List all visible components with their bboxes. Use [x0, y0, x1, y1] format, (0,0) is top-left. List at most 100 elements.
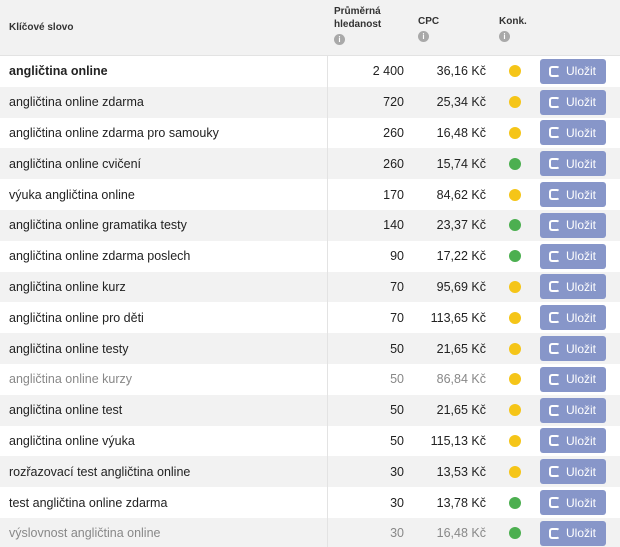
competition-cell — [490, 342, 540, 355]
competition-cell — [490, 311, 540, 324]
save-button[interactable]: Uložit — [540, 151, 606, 177]
competition-cell — [490, 496, 540, 509]
action-cell: Uložit — [540, 428, 620, 454]
competition-cell — [490, 126, 540, 139]
competition-cell — [490, 96, 540, 109]
competition-cell — [490, 465, 540, 478]
action-cell: Uložit — [540, 336, 620, 362]
competition-indicator — [509, 373, 521, 386]
action-cell: Uložit — [540, 366, 620, 392]
table-row: angličtina online výuka 50 115,13 Kč Uložit — [0, 425, 620, 457]
table-row: angličtina online zdarma poslech 90 17,22 … — [0, 240, 620, 272]
action-cell: Uložit — [540, 490, 620, 516]
save-button[interactable]: Uložit — [540, 490, 606, 516]
competition-cell — [490, 219, 540, 232]
save-icon — [549, 404, 560, 416]
volume-cell: 50 — [390, 372, 404, 387]
save-icon — [549, 466, 560, 478]
table-row: angličtina online kurz 70 95,69 Kč Uložit — [0, 271, 620, 303]
table-row: angličtina online gramatika testy 140 23,3… — [0, 209, 620, 241]
cpc-cell: 25,34 Kč — [436, 95, 486, 110]
competition-indicator — [509, 404, 521, 417]
info-icon[interactable]: i — [499, 31, 510, 42]
volume-cell: 2 400 — [372, 64, 404, 79]
save-button[interactable]: Uložit — [540, 428, 606, 454]
save-button[interactable]: Uložit — [540, 520, 606, 546]
save-icon — [549, 435, 560, 447]
save-button[interactable]: Uložit — [540, 212, 606, 238]
competition-cell — [490, 157, 540, 170]
competition-cell — [490, 434, 540, 447]
table-row: test angličtina online zdarma 30 13,78 Kč U… — [0, 487, 620, 518]
competition-cell — [490, 527, 540, 540]
header-volume-label-1: Průměrná — [334, 6, 381, 17]
info-icon[interactable]: i — [418, 31, 429, 42]
keyword-cell: angličtina online zdarma pro samouky — [0, 117, 328, 149]
cpc-cell: 15,74 Kč — [436, 156, 486, 171]
action-cell: Uložit — [540, 243, 620, 269]
cpc-cell: 13,78 Kč — [436, 495, 486, 510]
save-button[interactable]: Uložit — [540, 58, 606, 84]
save-icon — [549, 312, 560, 324]
table-row: výuka angličtina online 170 84,62 Kč Uložit — [0, 179, 620, 210]
cpc-cell: 16,48 Kč — [436, 125, 486, 140]
save-button[interactable]: Uložit — [540, 243, 606, 269]
keyword-cell: test angličtina online zdarma — [0, 487, 328, 518]
competition-indicator — [509, 465, 521, 478]
action-cell: Uložit — [540, 182, 620, 208]
cpc-cell: 86,84 Kč — [436, 372, 486, 387]
action-cell: Uložit — [540, 89, 620, 115]
competition-indicator — [509, 250, 521, 263]
header-cpc-label: CPC — [418, 16, 440, 27]
save-button[interactable]: Uložit — [540, 305, 606, 331]
cpc-cell: 21,65 Kč — [436, 403, 486, 418]
volume-cell: 720 — [383, 95, 404, 110]
table-row: angličtina online 2 400 36,16 Kč Uložit — [0, 56, 620, 87]
save-button-label: Uložit — [566, 125, 597, 140]
volume-cell: 30 — [390, 464, 404, 479]
competition-cell — [490, 250, 540, 263]
action-cell: Uložit — [540, 120, 620, 146]
table-row: angličtina online pro děti 70 113,65 Kč Ulo… — [0, 302, 620, 334]
keyword-cell: výuka angličtina online — [0, 179, 328, 210]
action-cell: Uložit — [540, 520, 620, 546]
keyword-cell: rozřazovací test angličtina online — [0, 456, 328, 488]
volume-cell: 260 — [383, 156, 404, 171]
keyword-cell: angličtina online kurz — [0, 271, 328, 303]
keyword-cell: angličtina online kurzy — [0, 363, 328, 395]
save-button[interactable]: Uložit — [540, 397, 606, 423]
cpc-cell: 84,62 Kč — [436, 187, 486, 202]
save-button-label: Uložit — [566, 433, 597, 448]
action-cell: Uložit — [540, 58, 620, 84]
keyword-cell: angličtina online test — [0, 394, 328, 426]
header-cpc: CPC i — [408, 0, 490, 55]
competition-cell — [490, 188, 540, 201]
save-button[interactable]: Uložit — [540, 274, 606, 300]
competition-indicator — [509, 188, 521, 201]
save-button-label: Uložit — [566, 64, 597, 79]
table-row: angličtina online zdarma 720 25,34 Kč Uloži… — [0, 86, 620, 118]
save-icon — [549, 127, 560, 139]
volume-cell: 50 — [390, 403, 404, 418]
save-button[interactable]: Uložit — [540, 366, 606, 392]
save-button[interactable]: Uložit — [540, 459, 606, 485]
save-icon — [549, 189, 560, 201]
save-button-label: Uložit — [566, 249, 597, 264]
save-icon — [549, 158, 560, 170]
action-cell: Uložit — [540, 305, 620, 331]
save-button-label: Uložit — [566, 464, 597, 479]
save-button[interactable]: Uložit — [540, 120, 606, 146]
cpc-cell: 36,16 Kč — [436, 64, 486, 79]
save-button[interactable]: Uložit — [540, 336, 606, 362]
save-button-label: Uložit — [566, 156, 597, 171]
info-icon[interactable]: i — [334, 34, 345, 45]
keyword-cell: angličtina online cvičení — [0, 148, 328, 180]
save-button[interactable]: Uložit — [540, 89, 606, 115]
keyword-cell: angličtina online zdarma — [0, 86, 328, 118]
keyword-cell: angličtina online — [0, 56, 328, 87]
save-button[interactable]: Uložit — [540, 182, 606, 208]
cpc-cell: 23,37 Kč — [436, 218, 486, 233]
competition-cell — [490, 373, 540, 386]
save-button-label: Uložit — [566, 341, 597, 356]
volume-cell: 170 — [383, 187, 404, 202]
